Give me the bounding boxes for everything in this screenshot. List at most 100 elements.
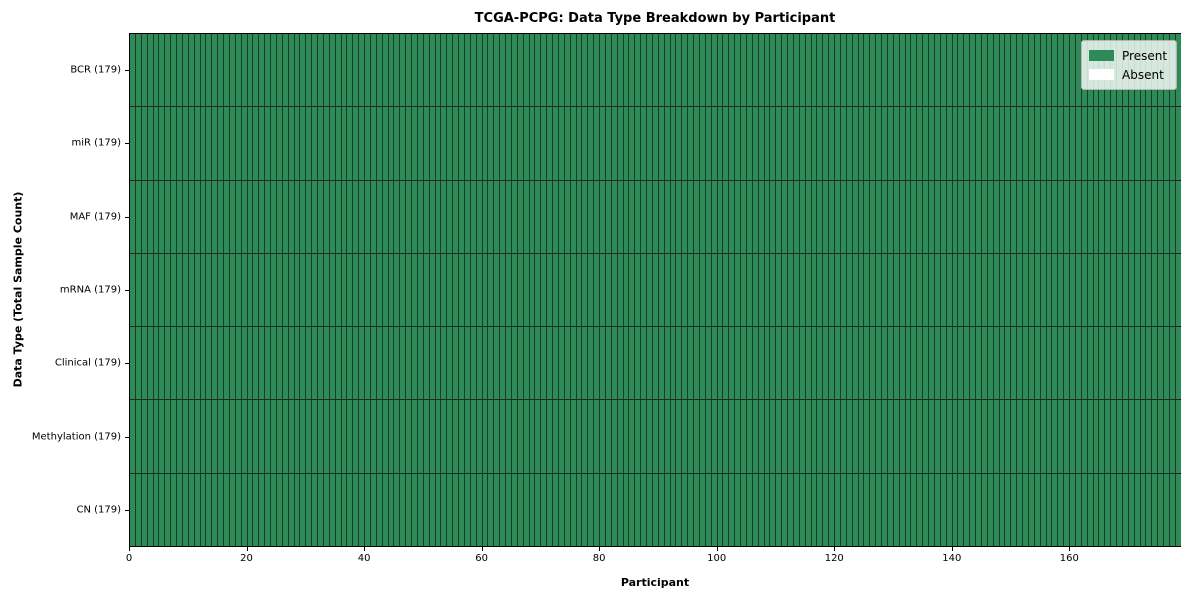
heatmap-cell: [899, 253, 906, 327]
heatmap-cell: [335, 327, 342, 400]
heatmap-cell: [1169, 473, 1176, 546]
heatmap-cell: [676, 107, 683, 180]
heatmap-cell: [553, 253, 559, 327]
heatmap-cell: [1075, 327, 1082, 400]
heatmap-cell: [993, 400, 1000, 473]
heatmap-cell: [976, 34, 982, 107]
heatmap-cell: [923, 34, 929, 107]
heatmap-cell: [723, 473, 730, 546]
heatmap-cell: [235, 34, 242, 107]
heatmap-cell: [576, 473, 583, 546]
heatmap-cell: [864, 327, 871, 400]
heatmap-cell: [247, 107, 254, 180]
heatmap-cell: [629, 107, 636, 180]
heatmap-cell: [605, 400, 612, 473]
heatmap-cell: [394, 473, 401, 546]
heatmap-cell: [329, 34, 336, 107]
heatmap-cell: [635, 253, 642, 327]
heatmap-cell: [905, 34, 912, 107]
heatmap-cell: [1017, 107, 1023, 180]
heatmap-cell: [494, 327, 501, 400]
heatmap-cell: [805, 327, 812, 400]
heatmap-cell: [1052, 180, 1059, 253]
heatmap-cell: [359, 473, 365, 546]
heatmap-cell: [412, 473, 418, 546]
heatmap-cell: [476, 180, 483, 253]
heatmap-cell: [523, 473, 530, 546]
heatmap-cell: [735, 34, 741, 107]
heatmap-cell: [752, 400, 759, 473]
heatmap-cell: [670, 253, 677, 327]
heatmap-cell: [529, 34, 536, 107]
heatmap-cell: [329, 327, 336, 400]
heatmap-cell: [500, 107, 506, 180]
heatmap-cell: [394, 107, 401, 180]
heatmap-cell: [1017, 327, 1023, 400]
heatmap-cell: [441, 400, 448, 473]
heatmap-cell: [741, 327, 747, 400]
heatmap-cell: [200, 34, 207, 107]
heatmap-cell: [488, 34, 495, 107]
heatmap-cell: [1005, 327, 1012, 400]
heatmap-cell: [447, 253, 454, 327]
heatmap-cell: [1005, 400, 1012, 473]
heatmap-cell: [1070, 400, 1076, 473]
heatmap-cell: [312, 180, 318, 253]
heatmap-cell: [459, 253, 465, 327]
heatmap-cell: [864, 107, 871, 180]
heatmap-cell: [177, 473, 183, 546]
heatmap-cell: [400, 34, 407, 107]
heatmap-cell: [1146, 400, 1153, 473]
heatmap-cell: [917, 180, 924, 253]
heatmap-cell: [870, 253, 877, 327]
heatmap-cell: [412, 400, 418, 473]
heatmap-cell: [165, 34, 172, 107]
heatmap-cell: [141, 400, 148, 473]
heatmap-cell: [353, 327, 360, 400]
heatmap-cell: [241, 253, 248, 327]
heatmap-cell: [1058, 473, 1065, 546]
heatmap-cell: [558, 473, 565, 546]
heatmap-cell: [576, 253, 583, 327]
heatmap-cell: [588, 253, 595, 327]
heatmap-cell: [130, 180, 136, 253]
heatmap-cell: [447, 34, 454, 107]
heatmap-cell: [664, 34, 671, 107]
heatmap-cell: [670, 107, 677, 180]
heatmap-cell: [811, 327, 818, 400]
heatmap-cell: [459, 400, 465, 473]
heatmap-cell: [758, 473, 765, 546]
heatmap-cell: [494, 473, 501, 546]
heatmap-cell: [570, 327, 577, 400]
heatmap-cell: [817, 253, 824, 327]
heatmap-cell: [447, 180, 454, 253]
heatmap-cell: [711, 400, 718, 473]
heatmap-cell: [300, 253, 307, 327]
heatmap-cell: [247, 327, 254, 400]
heatmap-cell: [946, 253, 953, 327]
heatmap-cell: [435, 180, 442, 253]
heatmap-cell: [870, 400, 877, 473]
heatmap-cell: [406, 473, 412, 546]
heatmap-cell: [1005, 253, 1012, 327]
heatmap-cell: [147, 473, 154, 546]
heatmap-cell: [1128, 400, 1135, 473]
heatmap-cell: [323, 34, 330, 107]
heatmap-cell: [729, 327, 736, 400]
heatmap-cell: [1023, 180, 1029, 253]
heatmap-cell: [664, 180, 671, 253]
heatmap-cell: [523, 327, 530, 400]
heatmap-cell: [1175, 327, 1181, 400]
heatmap-cell: [1052, 473, 1059, 546]
heatmap-cell: [705, 34, 712, 107]
heatmap-cell: [999, 107, 1006, 180]
heatmap-cell: [582, 34, 589, 107]
heatmap-cell: [964, 253, 971, 327]
heatmap-cell: [1070, 34, 1076, 107]
heatmap-cell: [846, 107, 853, 180]
heatmap-cell: [259, 180, 266, 253]
x-tick-mark: [716, 547, 718, 551]
heatmap-cell: [564, 400, 571, 473]
heatmap-cell: [664, 400, 671, 473]
heatmap-cell: [1058, 180, 1065, 253]
